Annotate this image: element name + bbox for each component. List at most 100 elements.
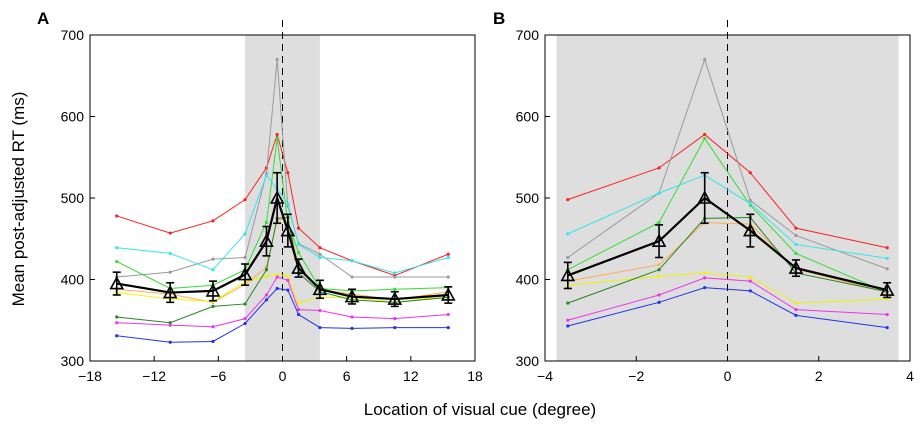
x-tick-label: 0 bbox=[724, 368, 732, 384]
series-point-blue bbox=[318, 325, 322, 330]
series-point-gray bbox=[168, 270, 172, 274]
series-point-red bbox=[275, 132, 279, 137]
series-point-gray bbox=[885, 267, 889, 271]
mean-marker bbox=[742, 222, 758, 237]
series-point-cyan bbox=[566, 232, 570, 236]
series-line-magenta bbox=[116, 276, 449, 328]
series-point-red bbox=[115, 214, 119, 218]
series-point-darkgreen bbox=[115, 315, 119, 319]
x-tick-label: 6 bbox=[343, 368, 351, 384]
series-point-yellow bbox=[657, 274, 661, 278]
x-tick-label: 0 bbox=[279, 368, 287, 384]
series-point-blue bbox=[275, 286, 279, 291]
series-point-magenta bbox=[286, 278, 290, 282]
series-point-yellow bbox=[748, 275, 752, 279]
series-point-blue bbox=[794, 313, 798, 317]
series-point-magenta bbox=[318, 308, 322, 313]
series-point-blue bbox=[748, 289, 752, 293]
series-point-gray bbox=[393, 275, 397, 279]
series-point-red bbox=[794, 226, 798, 230]
series-point-magenta bbox=[446, 312, 450, 317]
series-point-magenta bbox=[350, 315, 354, 319]
series-point-magenta bbox=[264, 293, 269, 297]
series-point-green bbox=[264, 220, 269, 225]
series-line-cyan bbox=[567, 174, 888, 259]
mean-marker bbox=[269, 190, 285, 204]
y-tick-label: 700 bbox=[516, 27, 540, 43]
series-line-cyan bbox=[116, 174, 449, 274]
shaded-region bbox=[245, 35, 320, 361]
series-point-red bbox=[243, 198, 247, 202]
series-point-magenta bbox=[168, 323, 172, 327]
mean-marker bbox=[560, 267, 576, 282]
y-tick-label: 300 bbox=[61, 353, 85, 369]
series-line-darkgreen bbox=[116, 217, 449, 324]
series-point-gray bbox=[446, 275, 450, 279]
series-point-magenta bbox=[115, 321, 119, 325]
mean-marker bbox=[109, 275, 125, 290]
series-point-cyan bbox=[446, 255, 450, 260]
y-tick-label: 600 bbox=[61, 109, 85, 125]
series-line-darkgreen bbox=[567, 217, 888, 304]
series-point-cyan bbox=[657, 191, 661, 195]
series-point-gray bbox=[794, 233, 798, 238]
mean-marker bbox=[259, 233, 274, 247]
x-tick-label: 18 bbox=[467, 368, 483, 384]
series-point-darkgreen bbox=[264, 268, 269, 272]
series-point-red bbox=[446, 252, 450, 256]
series-point-red bbox=[566, 198, 570, 202]
shaded-region bbox=[556, 35, 899, 361]
series-point-blue bbox=[350, 326, 354, 330]
series-point-blue bbox=[446, 325, 450, 330]
series-point-magenta bbox=[703, 276, 707, 280]
x-tick-label: 2 bbox=[815, 368, 823, 384]
mean-marker bbox=[205, 283, 221, 297]
series-point-yellow bbox=[264, 274, 269, 278]
y-tick-label: 500 bbox=[61, 190, 85, 206]
series-point-cyan bbox=[794, 242, 798, 247]
series-line-gray bbox=[116, 59, 449, 278]
mean-marker bbox=[312, 281, 328, 296]
series-point-cyan bbox=[286, 202, 290, 206]
series-point-magenta bbox=[794, 308, 798, 312]
series-point-cyan bbox=[168, 251, 172, 256]
series-point-magenta bbox=[885, 312, 889, 317]
series-line-magenta bbox=[567, 277, 888, 321]
mean-line bbox=[116, 194, 449, 301]
series-point-green bbox=[657, 220, 661, 225]
series-line-gray bbox=[567, 57, 888, 270]
series-point-gray bbox=[748, 198, 752, 203]
x-tick-label: 4 bbox=[906, 368, 914, 384]
x-tick-label: −4 bbox=[537, 368, 553, 384]
panel-a: 300 400 500 600 700 −18 −12 −6 0 6 12 18 A bbox=[37, 9, 483, 384]
series-point-cyan bbox=[115, 246, 119, 250]
y-axis-label: Mean post-adjusted RT (ms) bbox=[9, 92, 28, 307]
series-point-gray bbox=[350, 275, 354, 279]
mean-marker bbox=[237, 266, 253, 281]
series-point-gray bbox=[566, 255, 570, 260]
mean-marker bbox=[440, 287, 456, 301]
series-point-blue bbox=[264, 298, 269, 302]
series-line-green bbox=[116, 138, 449, 292]
series-point-red bbox=[296, 226, 301, 230]
mean-marker bbox=[879, 282, 895, 296]
series-point-red bbox=[211, 219, 215, 223]
x-tick-label: 12 bbox=[403, 368, 419, 384]
series-point-green bbox=[794, 251, 798, 256]
mean-marker bbox=[387, 291, 403, 305]
series-point-magenta bbox=[296, 308, 301, 312]
series-point-gray bbox=[275, 57, 279, 62]
panel-b: 300 400 500 600 700 −4 −2 0 2 4 B bbox=[493, 9, 914, 384]
x-tick-label: −12 bbox=[142, 368, 166, 384]
y-tick-label: 500 bbox=[516, 190, 540, 206]
series-point-blue bbox=[168, 340, 172, 344]
series-line-yellow bbox=[567, 272, 888, 304]
series-point-red bbox=[657, 166, 661, 170]
series-point-blue bbox=[211, 339, 215, 344]
panel-label: A bbox=[37, 9, 49, 28]
mean-marker bbox=[291, 260, 306, 274]
series-point-red bbox=[286, 171, 290, 175]
series-line-green bbox=[567, 137, 888, 293]
series-point-green bbox=[296, 251, 301, 255]
